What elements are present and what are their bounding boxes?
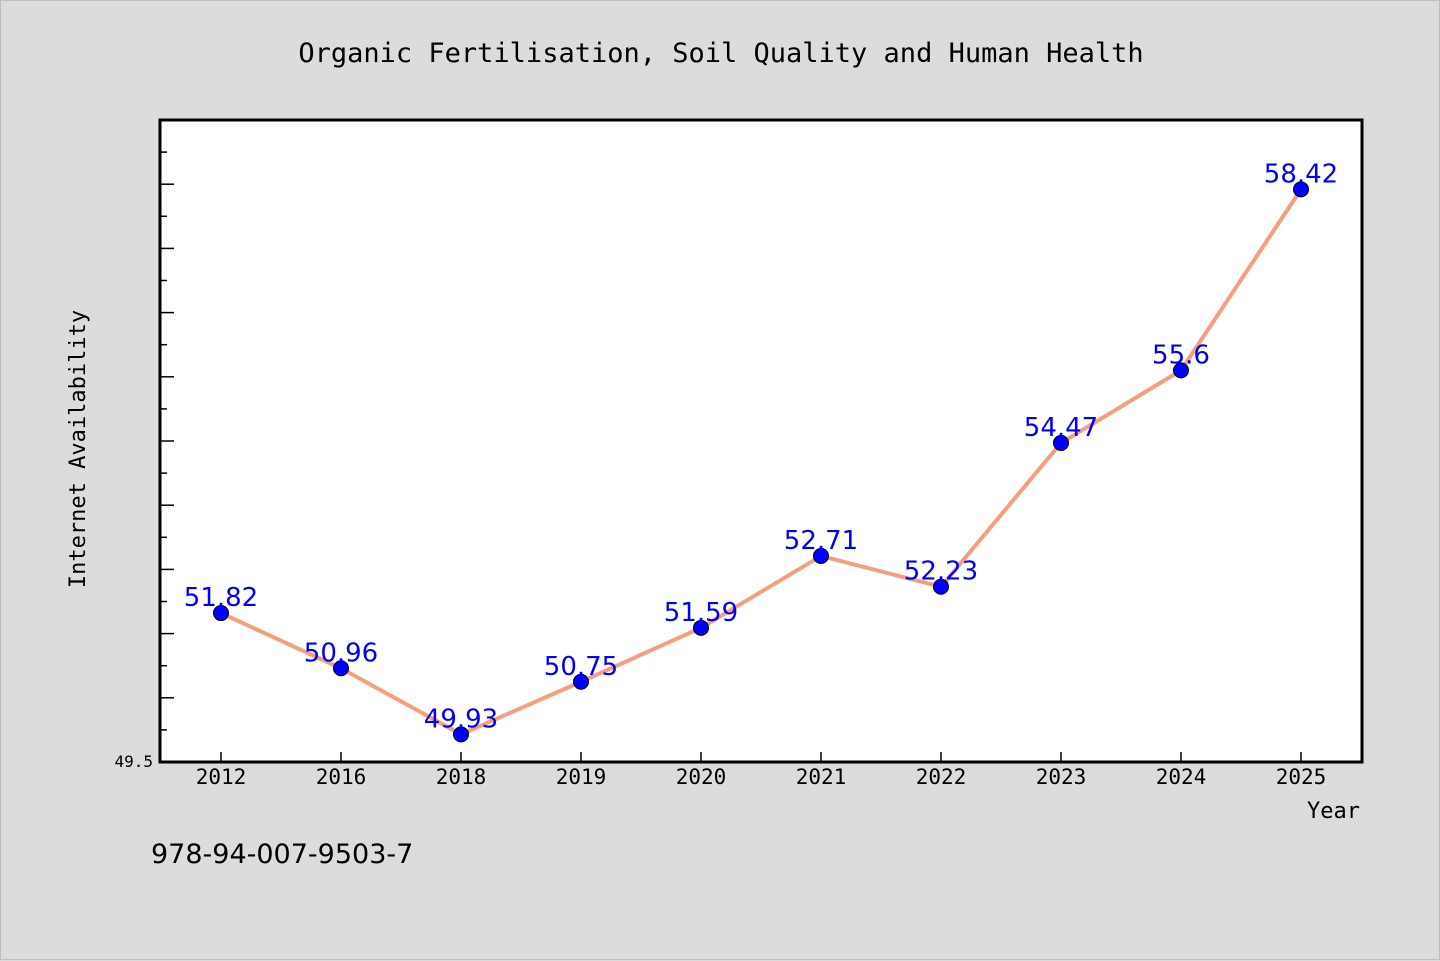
data-point xyxy=(693,619,709,636)
data-label: 51.82 xyxy=(184,583,258,613)
data-point xyxy=(573,673,589,690)
data-label: 50.96 xyxy=(304,638,378,668)
y-axis-ticks xyxy=(160,151,174,731)
x-tick-label: 2023 xyxy=(1036,765,1087,789)
data-point xyxy=(1173,362,1189,379)
data-label: 50.75 xyxy=(544,652,618,682)
x-tick-label: 2021 xyxy=(796,765,847,789)
y-tick-label: 49.5 xyxy=(114,752,153,771)
data-point xyxy=(813,547,829,564)
data-point xyxy=(1293,181,1309,198)
x-axis-label: Year xyxy=(1307,799,1360,824)
x-tick-label: 2022 xyxy=(916,765,967,789)
data-label: 58.42 xyxy=(1264,159,1338,189)
data-labels: 51.82 50.96 49.93 50.75 51.59 52.71 52.23 54.47… xyxy=(184,159,1338,734)
data-points xyxy=(213,181,1309,743)
series-line xyxy=(220,188,1303,737)
x-axis-ticks xyxy=(220,752,1302,762)
plot-area xyxy=(158,118,1364,764)
data-label: 49.93 xyxy=(424,704,498,734)
data-point xyxy=(1053,434,1069,451)
data-label: 52.23 xyxy=(904,557,978,587)
x-tick-label: 2012 xyxy=(196,765,247,789)
data-label: 52.71 xyxy=(784,526,858,556)
data-point xyxy=(213,605,229,622)
x-tick-label: 2018 xyxy=(436,765,487,789)
chart-title: Organic Fertilisation, Soil Quality and … xyxy=(298,38,1143,69)
data-point xyxy=(333,660,349,677)
data-point xyxy=(453,726,469,743)
x-tick-labels: 2012 2016 2018 2019 2020 2021 2022 2023 2024 2025 xyxy=(196,765,1327,789)
y-axis-label: Internet Availability xyxy=(66,310,91,588)
x-tick-label: 2020 xyxy=(676,765,727,789)
data-point xyxy=(933,578,949,595)
x-tick-label: 2025 xyxy=(1276,765,1327,789)
x-tick-label: 2024 xyxy=(1156,765,1207,789)
data-label: 51.59 xyxy=(664,598,738,628)
data-label: 54.47 xyxy=(1024,413,1098,443)
x-tick-label: 2019 xyxy=(556,765,607,789)
x-tick-label: 2016 xyxy=(316,765,367,789)
data-label: 55.6 xyxy=(1152,340,1210,370)
isbn-text: 978-94-007-9503-7 xyxy=(151,839,413,870)
